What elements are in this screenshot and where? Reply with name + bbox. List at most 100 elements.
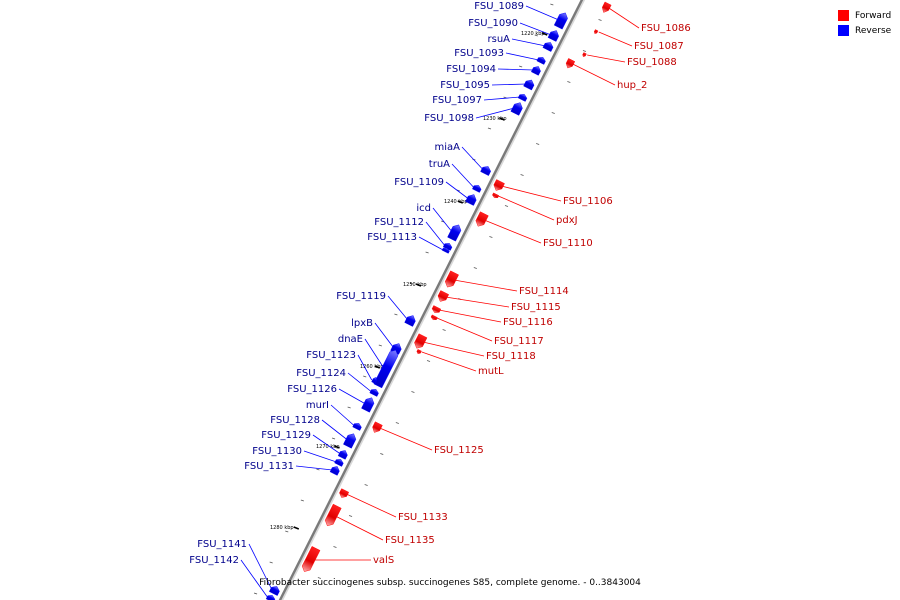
gene-label-FSU_1131[interactable]: FSU_1131 <box>244 461 294 472</box>
gene-feature-murI[interactable] <box>352 422 363 431</box>
gene-feature-truA[interactable] <box>472 184 482 193</box>
gene-label-hup_2[interactable]: hup_2 <box>617 80 647 91</box>
gene-label-truA[interactable]: truA <box>429 159 450 170</box>
gene-arrow[interactable] <box>517 93 528 102</box>
gene-label-FSU_1114[interactable]: FSU_1114 <box>519 286 569 297</box>
gene-label-FSU_1110[interactable]: FSU_1110 <box>543 238 593 249</box>
gene-arrow[interactable] <box>542 40 555 52</box>
gene-label-FSU_1118[interactable]: FSU_1118 <box>486 351 536 362</box>
gene-feature-FSU_1093[interactable] <box>536 56 547 65</box>
gene-arrow[interactable] <box>371 421 383 435</box>
gene-arrow[interactable] <box>547 29 561 42</box>
gene-arrow[interactable] <box>361 396 375 413</box>
gene-feature-miaA[interactable] <box>480 164 493 176</box>
gene-feature-FSU_1095[interactable] <box>523 78 536 91</box>
gene-label-FSU_1109[interactable]: FSU_1109 <box>394 177 444 188</box>
gene-arrow[interactable] <box>536 56 547 65</box>
gene-label-pdxJ[interactable]: pdxJ <box>556 215 578 226</box>
gene-feature-FSU_1098[interactable] <box>510 101 524 116</box>
gene-arrow[interactable] <box>600 1 612 14</box>
gene-label-FSU_1126[interactable]: FSU_1126 <box>287 384 337 395</box>
gene-feature-FSU_1129[interactable] <box>337 449 349 460</box>
gene-feature-FSU_1117[interactable] <box>430 314 438 321</box>
gene-label-FSU_1095[interactable]: FSU_1095 <box>440 80 490 91</box>
gene-feature-FSU_1133[interactable] <box>338 488 350 500</box>
gene-arrow[interactable] <box>594 29 599 35</box>
gene-feature-FSU_1114[interactable] <box>443 270 459 289</box>
gene-arrow[interactable] <box>480 164 493 176</box>
gene-label-mutL[interactable]: mutL <box>478 366 504 377</box>
gene-arrow[interactable] <box>352 422 363 431</box>
gene-arrow[interactable] <box>441 247 450 254</box>
gene-label-FSU_1115[interactable]: FSU_1115 <box>511 302 561 313</box>
gene-feature-FSU_1106[interactable] <box>492 179 505 193</box>
gene-label-FSU_1089[interactable]: FSU_1089 <box>474 1 524 12</box>
gene-feature-FSU_1112[interactable] <box>442 242 453 251</box>
gene-label-dnaE[interactable]: dnaE <box>338 334 363 345</box>
gene-arrow[interactable] <box>416 349 422 355</box>
gene-label-FSU_1129[interactable]: FSU_1129 <box>261 430 311 441</box>
gene-label-FSU_1086[interactable]: FSU_1086 <box>641 23 691 34</box>
gene-arrow[interactable] <box>447 223 463 242</box>
gene-feature-FSU_1090[interactable] <box>547 29 561 42</box>
gene-label-FSU_1123[interactable]: FSU_1123 <box>306 350 356 361</box>
gene-arrow[interactable] <box>269 584 281 596</box>
gene-label-FSU_1106[interactable]: FSU_1106 <box>563 196 613 207</box>
gene-feature-FSU_1110[interactable] <box>474 211 489 229</box>
gene-feature-FSU_1141[interactable] <box>269 584 281 596</box>
gene-label-FSU_1117[interactable]: FSU_1117 <box>494 336 544 347</box>
gene-label-lpxB[interactable]: lpxB <box>351 318 373 329</box>
gene-feature-FSU_1131[interactable] <box>329 465 341 476</box>
gene-feature-FSU_1115[interactable] <box>436 290 449 304</box>
gene-arrow[interactable] <box>430 314 438 321</box>
gene-label-FSU_1098[interactable]: FSU_1098 <box>424 113 474 124</box>
gene-label-FSU_1087[interactable]: FSU_1087 <box>634 41 684 52</box>
gene-label-FSU_1119[interactable]: FSU_1119 <box>336 291 386 302</box>
gene-arrow[interactable] <box>369 388 380 397</box>
gene-arrow[interactable] <box>474 211 489 229</box>
gene-feature-FSU_1089[interactable] <box>553 11 569 30</box>
gene-feature-FSU_1109[interactable] <box>465 193 478 206</box>
gene-arrow[interactable] <box>442 242 453 251</box>
gene-feature-FSU_1126[interactable] <box>361 396 375 413</box>
gene-arrow[interactable] <box>443 270 459 289</box>
gene-feature-FSU_1088[interactable] <box>582 52 587 58</box>
gene-feature-FSU_1123[interactable] <box>371 376 378 384</box>
gene-label-rsuA[interactable]: rsuA <box>488 34 511 45</box>
gene-feature-FSU_1135[interactable] <box>323 503 342 528</box>
gene-feature-FSU_1094[interactable] <box>531 65 542 76</box>
gene-arrow[interactable] <box>373 348 400 389</box>
gene-arrow[interactable] <box>338 488 350 500</box>
gene-feature-icd[interactable] <box>447 223 463 242</box>
gene-label-FSU_1141[interactable]: FSU_1141 <box>197 539 247 550</box>
gene-feature-rsuA[interactable] <box>542 40 555 52</box>
gene-label-FSU_1093[interactable]: FSU_1093 <box>454 48 504 59</box>
gene-arrow[interactable] <box>565 58 576 69</box>
gene-arrow[interactable] <box>371 376 378 384</box>
gene-feature-FSU_1130[interactable] <box>334 458 345 467</box>
gene-label-FSU_1130[interactable]: FSU_1130 <box>252 446 302 457</box>
gene-arrow[interactable] <box>510 101 524 116</box>
gene-arrow[interactable] <box>300 546 321 573</box>
gene-arrow[interactable] <box>334 458 345 467</box>
gene-feature-hup_2[interactable] <box>565 58 576 69</box>
gene-label-valS[interactable]: valS <box>373 555 394 566</box>
gene-feature-FSU_1128[interactable] <box>343 432 357 449</box>
gene-arrow[interactable] <box>472 184 482 193</box>
gene-feature-FSU_1124[interactable] <box>369 388 380 397</box>
gene-arrow[interactable] <box>531 65 542 76</box>
gene-arrow[interactable] <box>582 52 587 58</box>
gene-label-icd[interactable]: icd <box>416 203 431 214</box>
gene-arrow[interactable] <box>436 290 449 304</box>
gene-arrow[interactable] <box>413 333 428 351</box>
gene-label-FSU_1094[interactable]: FSU_1094 <box>446 64 496 75</box>
gene-feature-FSU_1086[interactable] <box>600 1 612 14</box>
gene-feature-FSU_1119[interactable] <box>404 314 418 327</box>
gene-label-FSU_1142[interactable]: FSU_1142 <box>189 555 239 566</box>
gene-label-FSU_1128[interactable]: FSU_1128 <box>270 415 320 426</box>
gene-label-FSU_1135[interactable]: FSU_1135 <box>385 535 435 546</box>
gene-label-FSU_1133[interactable]: FSU_1133 <box>398 512 448 523</box>
gene-feature-FSU_1097[interactable] <box>517 93 528 102</box>
gene-arrow[interactable] <box>337 449 349 460</box>
gene-feature-FSU_1142[interactable] <box>265 594 276 600</box>
